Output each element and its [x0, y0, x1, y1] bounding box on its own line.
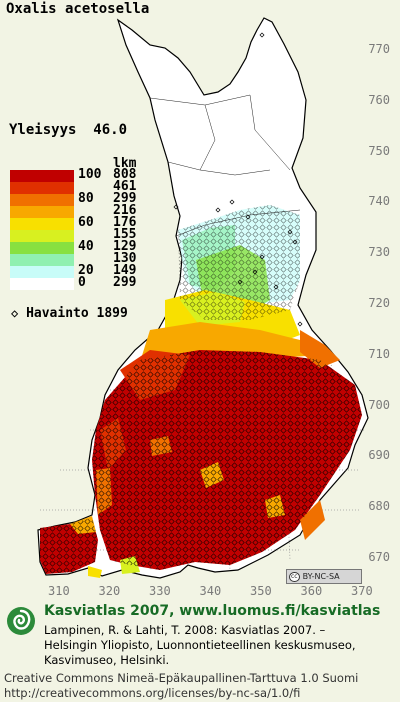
frequency-display: Yleisyys 46.0	[9, 122, 127, 138]
observation-diamond-icon: ◇	[11, 306, 19, 320]
legend-swatch	[10, 266, 74, 278]
legend-swatch	[10, 254, 74, 266]
north-observation-markers	[173, 32, 303, 327]
legend-count: 808	[113, 167, 137, 182]
legend-count: 216	[113, 203, 137, 218]
latitude-label: 740	[368, 194, 390, 209]
citation-line-2: Helsingin Yliopisto, Luonnontieteellinen…	[44, 638, 356, 652]
footer	[0, 600, 400, 702]
longitude-label: 350	[250, 584, 272, 598]
legend-count: 149	[113, 263, 137, 278]
legend-swatch	[10, 182, 74, 194]
legend-swatch	[10, 170, 74, 182]
legend-count: 461	[113, 179, 137, 194]
count-header: lkm	[113, 156, 137, 171]
longitude-label: 340	[199, 584, 222, 598]
region-borders	[149, 94, 301, 237]
legend-swatch	[10, 206, 74, 218]
license-line-2: http://creativecommons.org/licenses/by-n…	[4, 686, 301, 700]
latitude-label: 690	[368, 448, 390, 463]
license-line-1: Creative Commons Nimeä-Epäkaupallinen-Ta…	[4, 671, 359, 685]
legend-count: 155	[113, 227, 137, 242]
license-badge: cc BY-NC-SA	[286, 569, 362, 584]
legend-swatch	[10, 278, 74, 290]
observation-markers	[92, 350, 362, 570]
latitude-label: 700	[368, 397, 390, 412]
observation-legend: ◇ Havainto 1899	[11, 306, 128, 321]
finland-distribution-map	[37, 17, 369, 579]
legend-label: 60	[78, 215, 94, 230]
legend-swatch	[10, 230, 74, 242]
latitude-label: 760	[368, 92, 390, 107]
footer-title: Kasviatlas 2007, www.luomus.fi/kasviatla…	[44, 603, 381, 619]
legend-label: 40	[78, 239, 94, 254]
legend-swatch	[10, 218, 74, 230]
legend-count: 129	[113, 239, 137, 254]
legend-count: 299	[113, 275, 137, 290]
latitude-label: 670	[368, 550, 390, 564]
latitude-label: 720	[368, 296, 390, 310]
latitude-label: 750	[368, 143, 390, 158]
latitude-label: 730	[368, 245, 390, 260]
legend-count: 176	[113, 215, 137, 230]
legend-label: 0	[78, 275, 86, 290]
legend-count: 299	[113, 191, 137, 206]
frequency-label: Yleisyys	[9, 122, 77, 138]
longitude-label: 330	[149, 584, 171, 598]
legend-swatch	[10, 194, 74, 206]
citation-line-1: Lampinen, R. & Lahti, T. 2008: Kasviatla…	[44, 623, 326, 637]
cc-icon: cc	[289, 571, 300, 582]
legend-label: 20	[78, 263, 94, 278]
latitude-label: 680	[368, 499, 390, 514]
longitude-label: 310	[48, 584, 70, 598]
longitude-label: 360	[300, 584, 323, 598]
species-name: Oxalis acetosella	[6, 1, 150, 17]
latitude-label: 770	[368, 42, 390, 56]
latitude-label: 710	[368, 346, 390, 361]
longitude-label: 320	[98, 584, 121, 598]
legend-count: 130	[113, 251, 137, 266]
citation-line-3: Kasvimuseo, Helsinki.	[44, 653, 170, 667]
frequency-value: 46.0	[93, 122, 128, 138]
legend-swatch	[10, 242, 74, 254]
kasviatlas-logo-icon	[7, 607, 35, 635]
license-badge-text: BY-NC-SA	[302, 572, 340, 581]
legend-label: 100	[78, 167, 102, 182]
longitude-label: 370	[351, 584, 373, 598]
observation-label: Havainto 1899	[26, 306, 128, 321]
legend-label: 80	[78, 191, 94, 206]
